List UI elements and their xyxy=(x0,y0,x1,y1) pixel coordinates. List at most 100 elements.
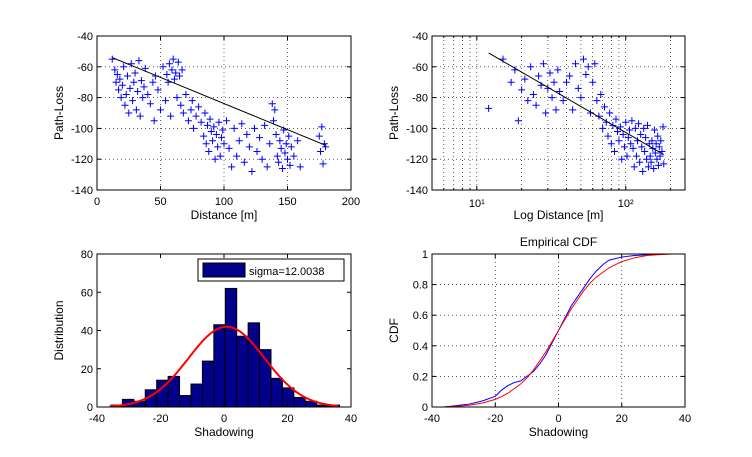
scatter-point xyxy=(317,148,325,155)
y-tick-label: 20 xyxy=(81,364,93,376)
x-axis-label: Shadowing xyxy=(529,425,588,439)
scatter-point xyxy=(170,75,178,83)
scatter-point xyxy=(157,106,164,114)
scatter-point xyxy=(277,144,285,152)
scatter-point xyxy=(111,66,119,74)
scatter-point xyxy=(623,152,631,160)
scatter-point xyxy=(256,134,264,142)
x-tick-label: 20 xyxy=(616,413,628,425)
scatter-point xyxy=(582,71,590,78)
scatter-point xyxy=(188,97,196,105)
scatter-point xyxy=(529,91,537,99)
scatter-point xyxy=(136,112,144,120)
scatter-point xyxy=(233,152,241,160)
scatter-point xyxy=(278,164,286,172)
scatter-point xyxy=(140,83,148,91)
histogram-bar xyxy=(281,387,295,408)
scatter-point xyxy=(514,117,522,125)
scatter-point xyxy=(131,69,139,77)
scatter-point xyxy=(635,120,643,128)
scatter-point xyxy=(178,66,186,74)
scatter-point xyxy=(113,71,121,78)
scatter-point xyxy=(642,134,650,142)
x-tick-label: -40 xyxy=(424,413,440,425)
y-tick-label: -120 xyxy=(406,154,428,166)
scatter-point xyxy=(219,126,227,134)
scatter-point xyxy=(168,66,176,74)
scatter-point xyxy=(150,117,158,125)
scatter-point xyxy=(607,140,615,148)
scatter-point xyxy=(272,131,280,139)
x-tick-label: 150 xyxy=(278,196,296,208)
y-tick-label: -100 xyxy=(406,123,428,135)
y-axis-label: CDF xyxy=(387,318,401,343)
scatter-point xyxy=(162,97,170,105)
scatter-point xyxy=(270,117,278,125)
scatter-point xyxy=(220,140,228,148)
scatter-point xyxy=(518,86,526,94)
scatter-point xyxy=(315,132,323,140)
x-tick-label: 100 xyxy=(215,196,233,208)
scatter-point xyxy=(243,131,251,139)
scatter-point xyxy=(211,155,219,163)
x-tick-label: 40 xyxy=(345,413,357,425)
x-tick-label: 20 xyxy=(281,413,293,425)
y-tick-label: -140 xyxy=(406,185,428,197)
scatter-point xyxy=(253,148,261,155)
scatter-point xyxy=(263,163,271,171)
scatter-point xyxy=(177,101,185,109)
scatter-point xyxy=(116,75,124,83)
scatter-point xyxy=(206,115,214,123)
scatter-point xyxy=(187,106,195,114)
scatter-point xyxy=(643,155,651,163)
scatter-point xyxy=(174,58,182,66)
scatter-point xyxy=(179,109,187,117)
y-tick-label: -80 xyxy=(412,93,428,105)
scatter-point xyxy=(644,163,652,171)
y-tick-label: 0.6 xyxy=(413,310,428,322)
scatter-point xyxy=(276,137,284,145)
x-tick-label: 0 xyxy=(555,413,561,425)
y-tick-label: 0 xyxy=(422,402,428,414)
scatter-point xyxy=(294,137,302,145)
scatter-point xyxy=(319,160,327,168)
scatter-point xyxy=(250,124,258,132)
scatter-point xyxy=(648,137,656,145)
y-tick-label: 0.4 xyxy=(413,341,428,353)
scatter-point xyxy=(207,127,215,135)
y-tick-label: 0.2 xyxy=(413,371,428,383)
scatter-point xyxy=(112,78,120,86)
scatter-point xyxy=(121,101,129,109)
scatter-point xyxy=(173,94,181,102)
scatter-point xyxy=(660,160,668,168)
scatter-point xyxy=(624,134,632,142)
scatter-point xyxy=(577,94,585,102)
x-tick-label: -20 xyxy=(487,413,503,425)
scatter-point xyxy=(130,78,138,86)
scatter-point xyxy=(123,72,131,80)
scatter-point xyxy=(647,158,655,166)
scatter-point xyxy=(552,106,560,114)
x-tick-label: 200 xyxy=(342,196,360,208)
scatter-point xyxy=(126,84,134,92)
histogram-bar xyxy=(247,322,261,408)
scatter-point xyxy=(610,148,618,155)
scatter-point xyxy=(655,161,663,169)
fit-line xyxy=(488,52,665,156)
scatter-point xyxy=(637,131,645,139)
scatter-point xyxy=(217,134,225,142)
scatter-point xyxy=(273,152,281,160)
y-tick-label: -100 xyxy=(71,123,93,135)
scatter-point xyxy=(285,132,293,140)
scatter-point xyxy=(190,124,198,132)
scatter-point xyxy=(656,152,664,160)
y-tick-label: -60 xyxy=(77,62,93,74)
x-tick-label: 0 xyxy=(221,413,227,425)
scatter-point xyxy=(638,143,646,151)
scatter-point xyxy=(248,168,256,176)
scatter-point xyxy=(566,72,574,80)
scatter-point xyxy=(284,155,291,163)
scatter-point xyxy=(271,106,279,114)
scatter-point xyxy=(115,86,123,94)
